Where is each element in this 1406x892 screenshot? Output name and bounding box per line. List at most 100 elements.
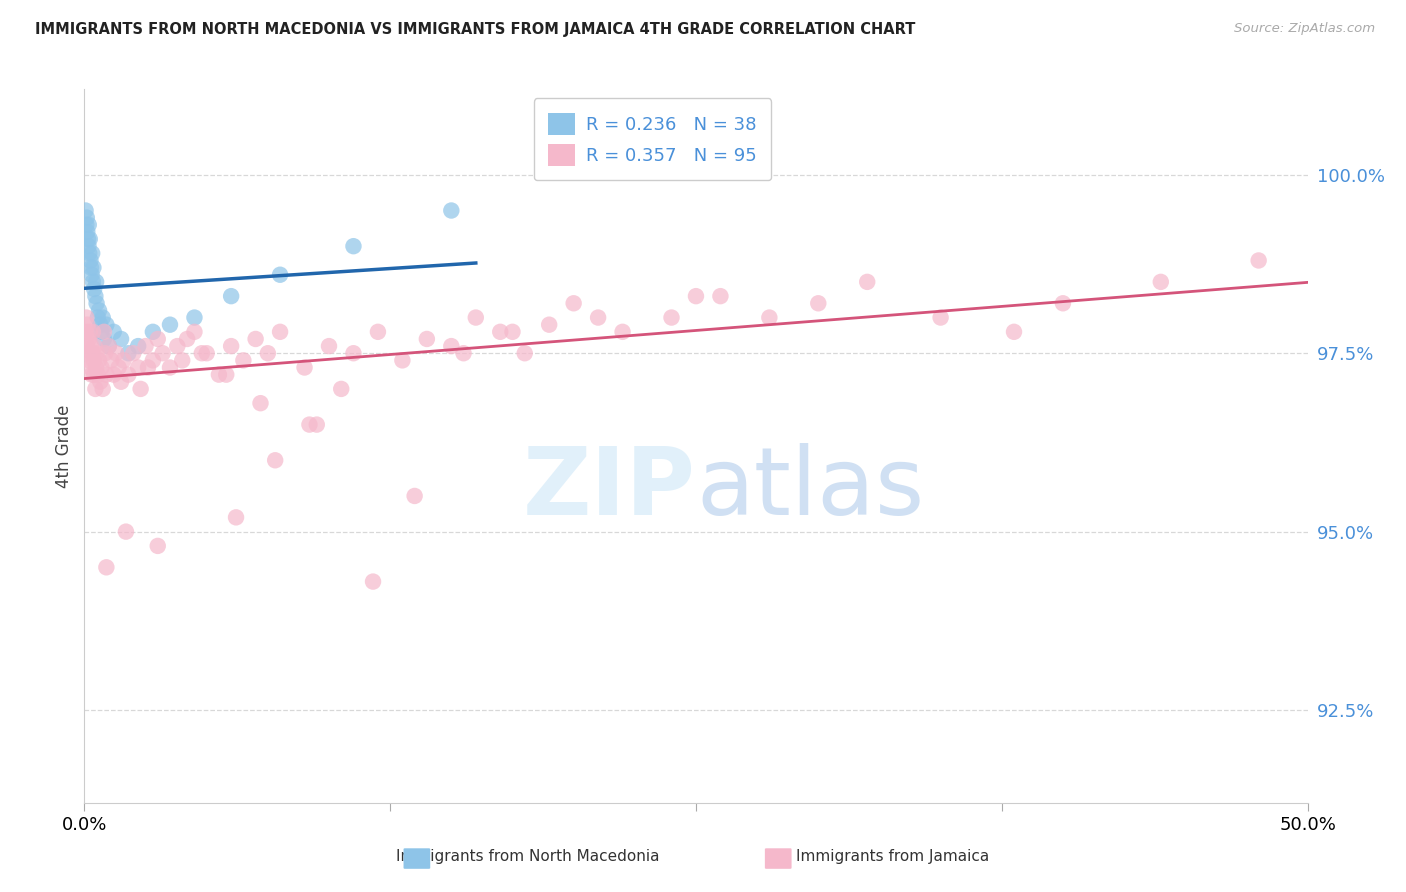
Point [94, 346, 117, 360]
Point [367, 325, 389, 339]
Point [856, 275, 879, 289]
Point [96, 368, 118, 382]
Point [1052, 296, 1074, 310]
Point [122, 346, 145, 360]
Point [97, 339, 120, 353]
Point [215, 368, 238, 382]
Point [361, 574, 384, 589]
Point [79, 232, 101, 246]
Point [91, 310, 114, 325]
Text: Immigrants from Jamaica: Immigrants from Jamaica [796, 849, 990, 863]
Point [82, 260, 104, 275]
Text: IMMIGRANTS FROM NORTH MACEDONIA VS IMMIGRANTS FROM JAMAICA 4TH GRADE CORRELATION: IMMIGRANTS FROM NORTH MACEDONIA VS IMMIG… [35, 22, 915, 37]
Point [84, 289, 107, 303]
Point [89, 375, 111, 389]
Point [80, 260, 103, 275]
Point [84, 275, 107, 289]
Point [79, 360, 101, 375]
Point [79, 325, 101, 339]
Point [77, 332, 100, 346]
Point [807, 296, 830, 310]
Point [502, 325, 524, 339]
Point [79, 253, 101, 268]
Point [87, 310, 110, 325]
Point [330, 382, 353, 396]
Point [269, 268, 291, 282]
Point [115, 524, 138, 539]
Point [90, 325, 112, 339]
Point [183, 310, 205, 325]
Point [159, 360, 181, 375]
Point [440, 339, 463, 353]
Point [245, 332, 267, 346]
Point [75, 218, 97, 232]
Point [159, 318, 181, 332]
Point [513, 346, 536, 360]
Point [391, 353, 413, 368]
Point [136, 360, 159, 375]
Point [77, 353, 100, 368]
Point [612, 325, 634, 339]
Y-axis label: 4th Grade: 4th Grade [55, 404, 73, 488]
Legend: R = 0.236   N = 38, R = 0.357   N = 95: R = 0.236 N = 38, R = 0.357 N = 95 [534, 98, 772, 180]
Point [146, 539, 169, 553]
Point [83, 282, 105, 296]
Point [83, 353, 105, 368]
Point [103, 325, 125, 339]
Point [142, 353, 165, 368]
Point [93, 325, 115, 339]
Point [586, 310, 609, 325]
Point [82, 246, 104, 260]
Point [77, 239, 100, 253]
Point [342, 346, 364, 360]
Point [75, 325, 97, 339]
Point [86, 346, 108, 360]
Point [1247, 253, 1270, 268]
Point [176, 332, 198, 346]
Point [91, 382, 114, 396]
Point [76, 318, 98, 332]
Point [110, 375, 132, 389]
Point [77, 218, 100, 232]
Text: ZIP: ZIP [523, 442, 696, 535]
Point [257, 346, 280, 360]
Point [76, 339, 98, 353]
Text: Immigrants from North Macedonia: Immigrants from North Macedonia [395, 849, 659, 863]
Point [87, 303, 110, 318]
Point [87, 368, 110, 382]
Point [76, 211, 98, 225]
Point [249, 396, 271, 410]
Point [82, 275, 104, 289]
Point [77, 246, 100, 260]
Point [107, 360, 129, 375]
Point [82, 325, 104, 339]
Point [225, 510, 247, 524]
Point [195, 346, 218, 360]
Point [1150, 275, 1173, 289]
Point [183, 325, 205, 339]
Text: Source: ZipAtlas.com: Source: ZipAtlas.com [1234, 22, 1375, 36]
Point [80, 368, 103, 382]
Point [83, 368, 105, 382]
Point [929, 310, 952, 325]
Point [82, 346, 104, 360]
Point [152, 346, 174, 360]
Point [191, 346, 214, 360]
Point [80, 339, 103, 353]
Point [661, 310, 683, 325]
Point [100, 353, 122, 368]
Point [208, 368, 231, 382]
Point [97, 339, 120, 353]
Point [142, 325, 165, 339]
Point [758, 310, 780, 325]
Point [96, 560, 118, 574]
Point [232, 353, 254, 368]
Point [117, 346, 139, 360]
Point [269, 325, 291, 339]
Point [464, 310, 486, 325]
Point [129, 382, 152, 396]
Point [112, 353, 135, 368]
Point [86, 296, 108, 310]
Point [318, 339, 340, 353]
Point [685, 289, 707, 303]
